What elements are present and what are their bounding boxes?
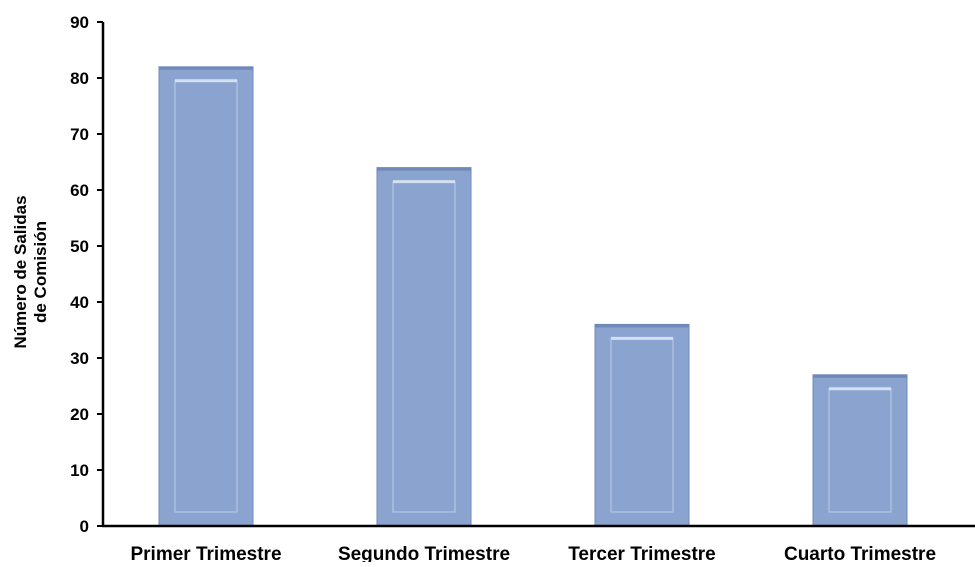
y-tick-label: 60 [70, 181, 89, 200]
y-tick-label: 0 [80, 517, 89, 536]
bar [594, 323, 690, 527]
y-tick-label: 40 [70, 293, 89, 312]
y-tick-label: 30 [70, 349, 89, 368]
bar [812, 374, 908, 527]
y-axis-label-line-2: de Comisión [31, 221, 50, 323]
x-tick-label: Primer Trimestre [130, 544, 281, 562]
y-tick-label: 90 [70, 13, 89, 32]
x-tick-label: Tercer Trimestre [568, 544, 716, 562]
x-axis-tick-labels: Primer Trimestre Segundo Trimestre Tercer … [130, 544, 936, 565]
bar-top-edge [377, 167, 471, 171]
bar-group [812, 374, 908, 527]
y-tick-label: 70 [70, 125, 89, 144]
bar [158, 66, 254, 527]
axes [101, 22, 975, 528]
y-tick-label: 10 [70, 461, 89, 480]
y-axis-label-line-1: Número de Salidas [11, 195, 30, 348]
y-axis-label: Número de Salidas de Comisión [11, 195, 50, 348]
y-tick-label: 50 [70, 237, 89, 256]
bars [158, 66, 908, 527]
bar-top-edge [595, 324, 689, 328]
x-tick-label: Segundo Trimestre [338, 544, 510, 562]
bar-group [158, 66, 254, 527]
bar-top-edge [813, 374, 907, 378]
y-axis-ticks: 0 10 20 30 40 50 60 70 80 90 [70, 13, 103, 536]
bar [376, 167, 472, 527]
x-tick-label: Cuarto Trimestre [784, 544, 936, 562]
y-tick-label: 20 [70, 405, 89, 424]
bar-group [376, 167, 472, 527]
y-tick-label: 80 [70, 69, 89, 88]
bar-top-edge [159, 66, 253, 70]
bar-group [594, 323, 690, 527]
